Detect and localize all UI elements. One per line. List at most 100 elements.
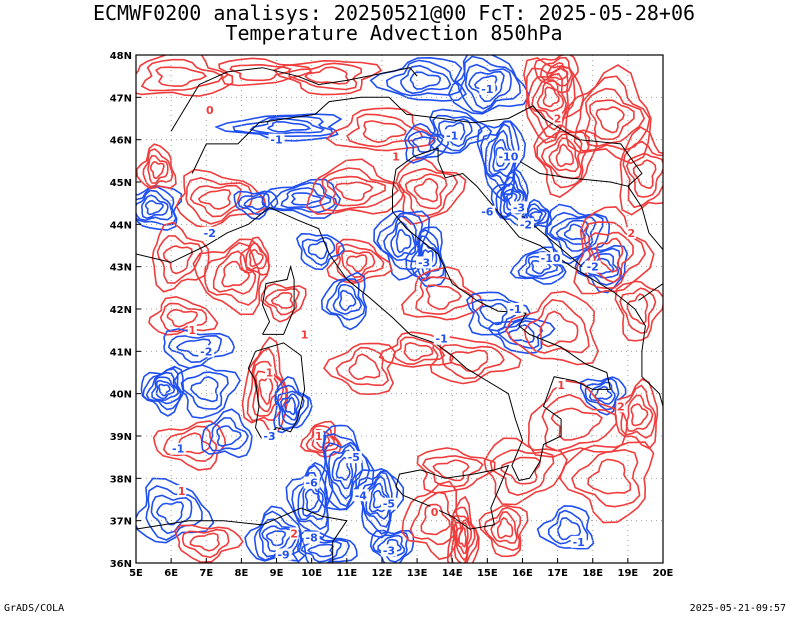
cold-advection-contour: [404, 122, 450, 164]
warm-advection-contour: [162, 425, 218, 463]
lon-tick-label: 11E: [336, 568, 357, 579]
warm-advection-contour: [539, 310, 579, 348]
warm-advection-contour: [323, 342, 397, 396]
warm-advection-contour: [311, 428, 336, 452]
warm-advection-contour: [483, 506, 522, 552]
warm-advection-contour: [319, 167, 399, 212]
contour-label: -1: [573, 536, 585, 549]
warm-advection-contour: [348, 353, 381, 381]
cold-advection-contour: [173, 364, 241, 419]
contour-label: 0: [206, 104, 214, 117]
contour-label-box: [380, 544, 397, 557]
lon-tick-label: 7E: [199, 568, 213, 579]
warm-advection-contour: [450, 506, 479, 563]
cold-advection-contour: [324, 441, 364, 508]
contour-label: -10: [498, 151, 518, 164]
cold-advection-contour: [151, 376, 179, 402]
contour-label-box: [303, 531, 320, 544]
cold-advection-contour: [190, 375, 219, 403]
cold-advection-contour: [332, 283, 363, 315]
cold-advection-contour: [325, 278, 366, 321]
contour-label-box: [479, 205, 496, 218]
lat-tick-label: 42N: [110, 305, 132, 316]
contour-label-box: [261, 430, 278, 442]
contour-label-box: [198, 345, 215, 358]
warm-advection-contour: [152, 420, 227, 471]
cold-advection-contour: [155, 379, 176, 400]
contour-label: -1: [509, 303, 521, 316]
warm-advection-contour: [241, 336, 289, 435]
warm-advection-contour: [212, 250, 257, 295]
contour-label: -1: [270, 134, 282, 147]
cold-advection-contour: [180, 371, 229, 410]
warm-advection-contour: [174, 524, 244, 563]
cold-advection-contour: [243, 195, 266, 211]
contour-label-box: [275, 548, 292, 561]
warm-advection-contour: [582, 221, 647, 290]
lat-tick-label: 36N: [110, 559, 132, 570]
warm-advection-contour: [455, 521, 469, 555]
cold-advection-contour: [549, 216, 597, 252]
warm-advection-contour: [490, 511, 518, 544]
warm-advection-contour: [189, 532, 220, 552]
cold-advection-contour: [144, 199, 165, 216]
contour-label: -3: [263, 430, 275, 443]
cold-advection-contour: [156, 501, 185, 526]
cold-advection-contour: [338, 289, 357, 312]
warm-advection-contour: [614, 378, 659, 450]
cold-advection-contour: [214, 113, 343, 142]
warm-advection-contour: [270, 291, 294, 309]
warm-advection-contour: [421, 455, 484, 488]
warm-advection-contour: [449, 349, 489, 373]
warm-advection-contour: [325, 107, 437, 152]
warm-advection-contour: [416, 447, 496, 494]
cold-advection-contour: [369, 529, 415, 563]
warm-advection-contour: [326, 175, 386, 207]
warm-advection-contour: [244, 242, 268, 272]
lon-tick-label: 12E: [372, 568, 393, 579]
warm-advection-contour: [496, 516, 514, 539]
cold-advection-contour: [574, 244, 629, 294]
contour-label-box: [584, 260, 601, 273]
warm-advection-contour: [573, 75, 651, 152]
cold-advection-contour: [588, 381, 616, 405]
cold-advection-contour: [497, 319, 544, 350]
chart-title: ECMWF0200 analisys: 20250521@00 FcT: 202…: [92, 1, 696, 25]
cold-advection-contour: [150, 494, 193, 535]
warm-advection-contour: [432, 459, 470, 482]
contour-label-box: [517, 218, 534, 231]
border-path: [191, 96, 442, 174]
warm-advection-contour: [136, 143, 177, 190]
cold-advection-contour: [368, 482, 389, 513]
contour-label: 1: [178, 485, 186, 498]
contour-label: -10: [541, 252, 561, 265]
cold-advection-contour: [163, 328, 236, 370]
warm-advection-contour: [587, 458, 632, 495]
warm-advection-contour: [221, 260, 251, 288]
cold-advection-contour: [509, 246, 567, 285]
warm-advection-contour: [483, 437, 568, 506]
cold-advection-contour: [584, 377, 620, 411]
lon-tick-label: 10E: [301, 568, 322, 579]
contour-label-box: [187, 324, 197, 337]
contour-label: -3: [513, 201, 525, 214]
warm-advection-contour: [625, 394, 654, 432]
contour-label: -1: [481, 83, 493, 96]
cold-advection-contour: [266, 530, 286, 547]
warm-advection-contour: [583, 87, 646, 148]
contour-labels: 0-11-1-1-102-3-6-2-2-10-22-31-2-11 -1112-…: [170, 82, 636, 562]
cold-advection-contour: [369, 56, 468, 102]
contour-label-box: [268, 133, 285, 146]
warm-advection-contour: [541, 393, 618, 452]
contour-label: -1: [172, 443, 184, 456]
lon-tick-label: 14E: [442, 568, 463, 579]
cold-advection-contour: [304, 488, 320, 512]
warm-advection-contour: [345, 254, 368, 273]
warm-advection-contour: [539, 56, 573, 87]
cold-advection-contour: [487, 317, 556, 355]
lon-tick-label: 9E: [270, 568, 284, 579]
contour-label-box: [352, 489, 369, 502]
warm-advection-contour: [533, 55, 579, 94]
warm-advection-contour: [458, 526, 467, 548]
contour-label: 1: [392, 151, 400, 164]
